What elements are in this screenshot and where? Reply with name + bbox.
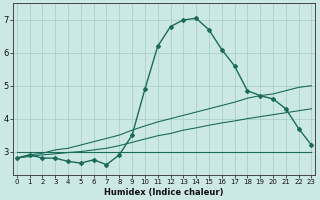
X-axis label: Humidex (Indice chaleur): Humidex (Indice chaleur) bbox=[104, 188, 224, 197]
